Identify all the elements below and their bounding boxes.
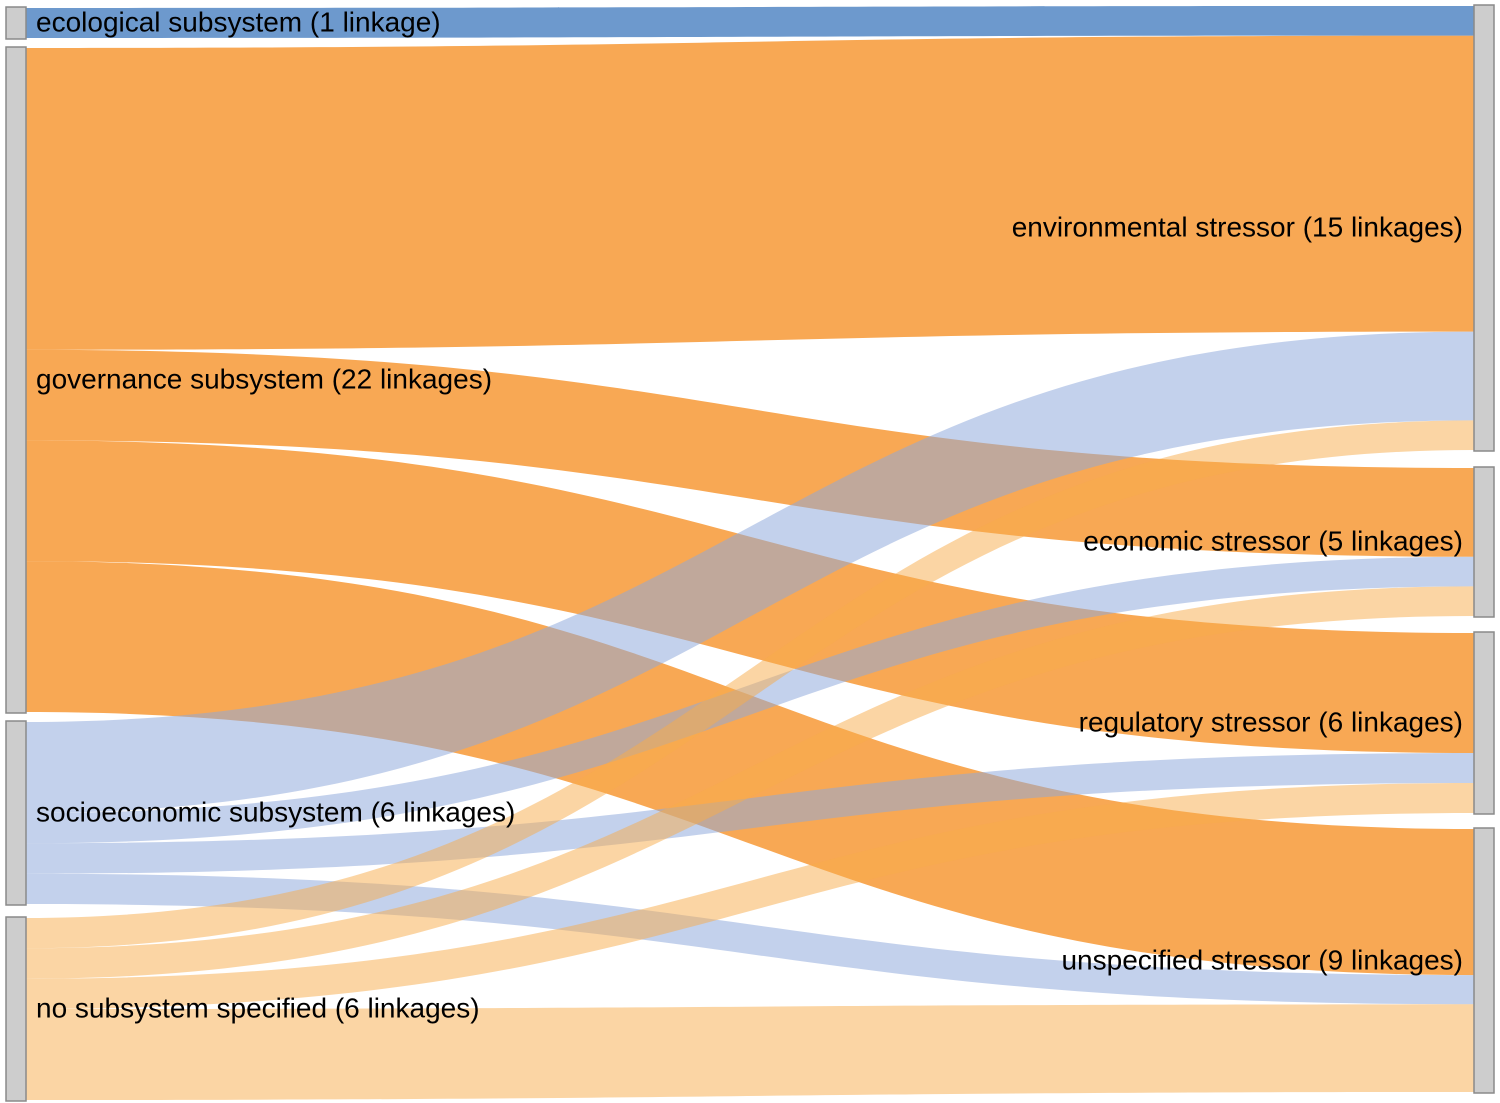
link-governance-environmental[interactable] bbox=[26, 35, 1474, 350]
node-governance[interactable] bbox=[5, 46, 27, 714]
label-unspecified-stressor: unspecified stressor (9 linkages) bbox=[1061, 944, 1463, 976]
link-none-economic[interactable] bbox=[26, 586, 1474, 979]
node-regulatory[interactable] bbox=[1473, 631, 1495, 815]
node-socioeconomic[interactable] bbox=[5, 720, 27, 906]
node-economic[interactable] bbox=[1473, 466, 1495, 618]
label-socioeconomic-subsystem: socioeconomic subsystem (6 linkages) bbox=[36, 796, 516, 828]
link-socioeconomic-unspecified[interactable] bbox=[26, 873, 1474, 1005]
link-socioeconomic-regulatory[interactable] bbox=[26, 753, 1474, 874]
link-none-environmental[interactable] bbox=[26, 420, 1474, 949]
link-ecological-environmental[interactable] bbox=[26, 6, 1474, 38]
link-governance-economic[interactable] bbox=[26, 349, 1474, 557]
label-economic-stressor: economic stressor (5 linkages) bbox=[1083, 525, 1463, 557]
link-socioeconomic-environmental[interactable] bbox=[26, 331, 1474, 813]
node-unspecified[interactable] bbox=[1473, 827, 1495, 1094]
link-none-regulatory[interactable] bbox=[26, 783, 1474, 1009]
node-environmental[interactable] bbox=[1473, 4, 1495, 452]
label-regulatory-stressor: regulatory stressor (6 linkages) bbox=[1078, 706, 1463, 738]
link-none-unspecified[interactable] bbox=[26, 1004, 1474, 1100]
label-environmental-stressor: environmental stressor (15 linkages) bbox=[1011, 211, 1463, 243]
node-ecological[interactable] bbox=[5, 6, 27, 40]
label-governance-subsystem: governance subsystem (22 linkages) bbox=[36, 363, 493, 395]
link-socioeconomic-economic[interactable] bbox=[26, 556, 1474, 844]
label-no-subsystem-specified: no subsystem specified (6 linkages) bbox=[36, 992, 480, 1024]
label-ecological-subsystem: ecological subsystem (1 linkage) bbox=[36, 6, 441, 38]
node-none[interactable] bbox=[5, 916, 27, 1102]
